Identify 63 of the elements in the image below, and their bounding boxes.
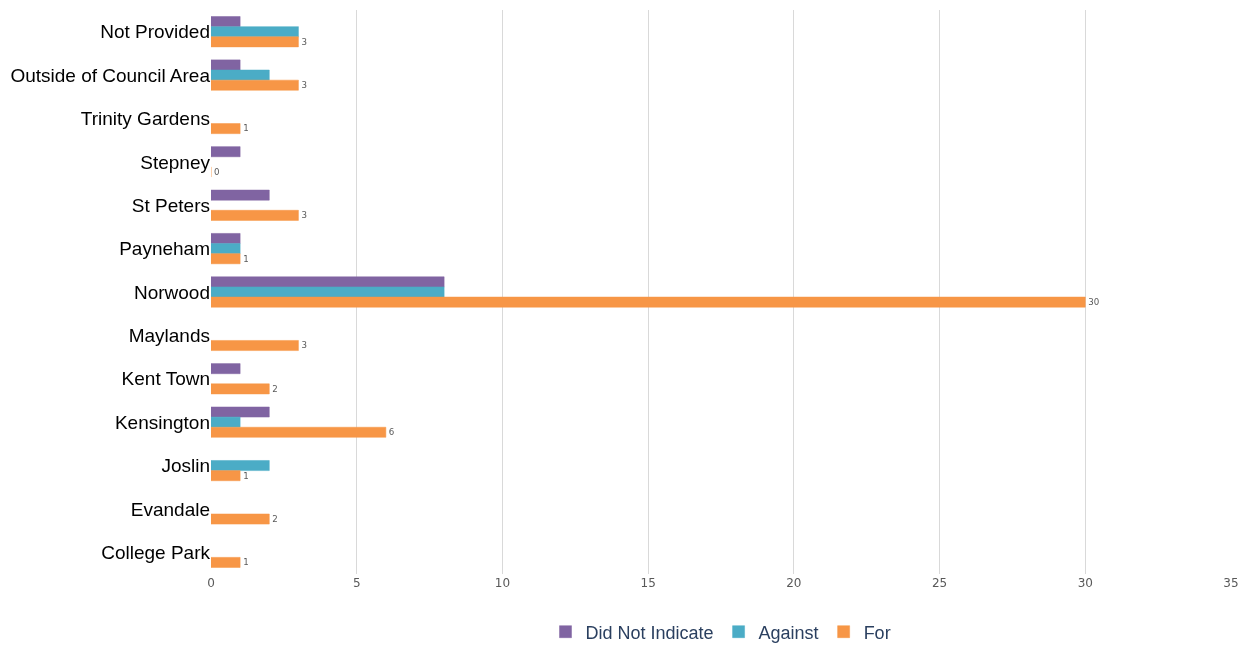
bar [211, 426, 387, 438]
bar [211, 296, 1086, 308]
y-tick-label: St Peters [131, 194, 210, 216]
bar [211, 189, 270, 201]
x-tick-label: 20 [786, 576, 802, 590]
data-label: 6 [388, 427, 395, 438]
bar [211, 253, 241, 265]
bar [211, 557, 241, 568]
bar [211, 470, 241, 481]
x-tick-label: 15 [640, 576, 656, 590]
bar [211, 69, 270, 81]
x-tick-label: 0 [207, 576, 215, 590]
legend-label: Did Not Indicate [585, 622, 714, 643]
y-tick-label: Outside of Council Area [10, 64, 211, 86]
y-tick-label: Norwood [133, 281, 210, 303]
y-tick-label: Joslin [161, 455, 210, 477]
bar [211, 286, 445, 298]
bar [211, 340, 299, 351]
bar [211, 36, 299, 48]
y-tick-label: Maylands [128, 325, 210, 347]
data-label: 3 [301, 210, 307, 221]
bar [211, 460, 270, 471]
bar [211, 406, 270, 418]
y-tick-label: Trinity Gardens [80, 108, 210, 130]
bar [211, 146, 241, 158]
y-tick-label: Kent Town [121, 368, 210, 390]
bar [211, 416, 241, 428]
x-tick-label: 25 [931, 576, 948, 590]
data-label: 3 [301, 340, 307, 351]
data-label: 1 [243, 253, 249, 264]
legend-label: Against [758, 622, 819, 643]
bar [211, 363, 241, 374]
bar [211, 243, 241, 254]
data-label: 2 [272, 513, 278, 524]
x-tick-label: 5 [352, 576, 361, 590]
y-tick-label: Kensington [114, 411, 210, 433]
y-tick-label: Stepney [140, 151, 211, 173]
data-label: 1 [243, 557, 249, 568]
data-label: 1 [243, 470, 249, 481]
x-tick-label: 10 [494, 576, 511, 590]
x-tick-label: 30 [1077, 576, 1093, 590]
bar [211, 276, 445, 288]
bar [211, 210, 299, 221]
bar [211, 16, 241, 27]
y-tick-label: Evandale [130, 498, 210, 520]
bar [211, 513, 270, 525]
y-tick-label: College Park [101, 541, 211, 563]
bar [211, 59, 241, 71]
y-tick-label: Not Provided [100, 21, 210, 43]
bar [211, 383, 270, 395]
bar [211, 233, 241, 244]
bar [211, 26, 299, 37]
data-label: 3 [301, 36, 307, 47]
x-tick-label: 35 [1223, 576, 1239, 590]
bar [211, 79, 299, 91]
bar [211, 123, 241, 134]
legend-label: For [863, 622, 891, 643]
data-label: 1 [243, 123, 249, 134]
data-label: 2 [272, 383, 278, 394]
data-label: 0 [214, 166, 220, 177]
data-label: 30 [1088, 297, 1100, 308]
y-tick-label: Payneham [119, 238, 210, 260]
data-label: 3 [301, 80, 307, 91]
